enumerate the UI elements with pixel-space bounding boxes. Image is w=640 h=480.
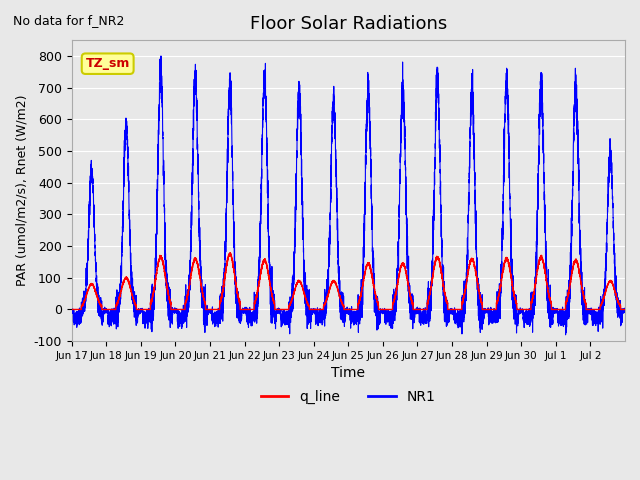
Line: q_line: q_line <box>72 253 625 310</box>
NR1 <box>268 285 276 291</box>
NR1 <box>157 53 165 59</box>
Text: No data for f_NR2: No data for f_NR2 <box>13 14 124 27</box>
q_line <box>396 272 403 278</box>
q_line <box>508 276 515 282</box>
NR1 <box>478 313 486 319</box>
Text: TZ_sm: TZ_sm <box>86 57 130 70</box>
NR1 <box>621 306 629 312</box>
q_line <box>478 300 486 305</box>
q_line <box>268 291 276 297</box>
NR1 <box>508 278 515 284</box>
Y-axis label: PAR (umol/m2/s), Rnet (W/m2): PAR (umol/m2/s), Rnet (W/m2) <box>15 95 28 287</box>
q_line <box>95 300 103 306</box>
q_line <box>419 307 427 312</box>
q_line <box>621 307 629 312</box>
NR1 <box>68 308 76 313</box>
Title: Floor Solar Radiations: Floor Solar Radiations <box>250 15 447 33</box>
NR1 <box>396 211 403 216</box>
q_line <box>226 250 234 256</box>
NR1 <box>419 319 427 324</box>
Line: NR1: NR1 <box>72 56 625 335</box>
NR1 <box>562 332 570 338</box>
Legend: q_line, NR1: q_line, NR1 <box>255 384 442 409</box>
NR1 <box>95 304 103 310</box>
q_line <box>68 307 76 312</box>
X-axis label: Time: Time <box>332 366 365 381</box>
